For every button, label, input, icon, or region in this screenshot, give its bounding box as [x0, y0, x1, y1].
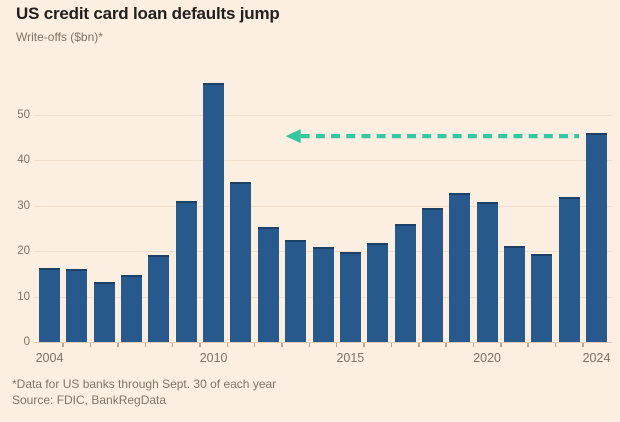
bar-2007 [121, 274, 143, 342]
x-axis-tick [199, 343, 201, 347]
gridline-40 [34, 160, 612, 162]
bar-2004 [39, 267, 60, 342]
x-axis-tick [62, 343, 64, 347]
y-axis-label-50: 50 [17, 109, 30, 121]
bar-2017 [394, 223, 416, 342]
chart-source: Source: FDIC, BankRegData [12, 393, 167, 407]
x-axis-tick [281, 343, 283, 347]
bar-2005 [66, 268, 88, 342]
bar-2013 [285, 239, 307, 342]
x-axis-tick [117, 343, 119, 347]
chart-subtitle: Write-offs ($bn)* [16, 30, 103, 44]
x-axis-label-2010: 2010 [199, 351, 228, 365]
x-axis-tick [582, 343, 584, 347]
x-axis-label-2024: 2024 [582, 351, 611, 365]
x-axis-tick [472, 343, 475, 347]
x-axis-tick [500, 343, 502, 347]
bar-2009 [175, 200, 197, 342]
x-axis-tick [89, 343, 92, 347]
bar-2020 [476, 202, 498, 342]
x-axis-tick [445, 343, 447, 347]
bar-2022 [531, 253, 553, 342]
arrow-head-icon [285, 129, 301, 144]
x-axis-tick [363, 343, 365, 347]
bar-2010 [203, 83, 225, 342]
gridline-50 [34, 115, 612, 116]
x-axis-baseline [34, 342, 612, 343]
bar-2012 [257, 227, 279, 342]
bar-2021 [503, 246, 525, 342]
y-axis-label-10: 10 [17, 290, 30, 303]
gridline-30 [34, 205, 612, 207]
bar-2019 [449, 193, 471, 342]
y-axis-label-30: 30 [17, 199, 30, 212]
bar-2011 [230, 182, 252, 342]
x-axis-tick [144, 343, 146, 347]
x-axis-tick [171, 343, 174, 347]
x-axis-tick [418, 343, 420, 347]
bar-2015 [339, 252, 361, 342]
x-axis-tick [253, 343, 256, 347]
bar-2008 [148, 254, 170, 342]
bar-2024 [586, 133, 607, 342]
x-axis-tick [554, 343, 557, 347]
x-axis-tick [335, 343, 338, 347]
x-axis-tick [390, 343, 393, 347]
chart-title: US credit card loan defaults jump [16, 4, 280, 23]
y-axis-label-40: 40 [17, 154, 30, 167]
bar-2006 [93, 282, 115, 342]
y-axis-label-20: 20 [17, 245, 30, 258]
y-axis-label-0: 0 [23, 336, 30, 348]
x-axis-tick [308, 343, 311, 347]
bar-2023 [558, 197, 580, 342]
chart-footnote: *Data for US banks through Sept. 30 of e… [12, 377, 277, 391]
x-axis-label-2020: 2020 [473, 351, 501, 365]
bar-2016 [367, 243, 389, 342]
x-axis-tick [527, 343, 529, 347]
x-axis-label-2004: 2004 [35, 351, 64, 365]
bar-2018 [421, 208, 443, 342]
x-axis-label-2015: 2015 [336, 351, 365, 365]
bar-2014 [312, 247, 334, 342]
x-axis-tick [226, 343, 229, 347]
